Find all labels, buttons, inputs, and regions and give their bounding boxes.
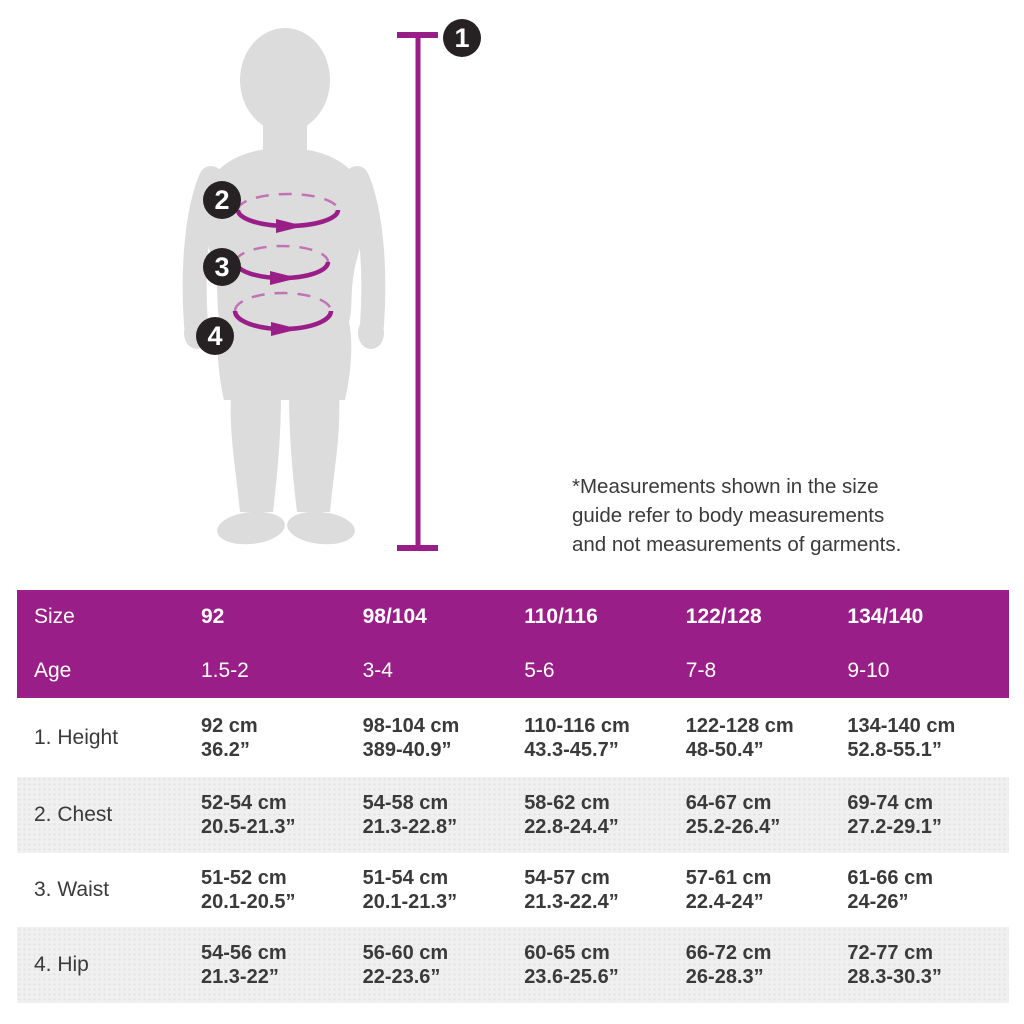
silhouette-left-leg bbox=[230, 395, 281, 512]
age-col-2: 3-4 bbox=[362, 659, 393, 682]
hip-cell-1: 54-56 cm 21.3-22” bbox=[201, 942, 287, 988]
row-label-chest: 2. Chest bbox=[34, 803, 113, 826]
chest-arrowhead bbox=[276, 219, 304, 233]
hip-measure-ellipse bbox=[232, 291, 334, 336]
measurement-figure: 1 2 3 4 bbox=[182, 19, 481, 551]
row-label-height: 1. Height bbox=[34, 725, 119, 749]
hip-cell-2: 56-60 cm 22-23.6” bbox=[362, 942, 449, 988]
waist-cell-1: 51-52 cm 20.1-20.5” bbox=[201, 867, 296, 913]
marker-4-hip: 4 bbox=[196, 317, 234, 355]
size-header-label: Size bbox=[34, 605, 75, 628]
age-header-label: Age bbox=[34, 659, 72, 682]
marker-3-number: 3 bbox=[214, 252, 229, 282]
hip-cell-5: 72-77 cm 28.3-30.3” bbox=[847, 942, 942, 988]
table-row-waist: 3. Waist 51-52 cm 20.1-20.5” 51-54 cm 20… bbox=[17, 853, 1009, 927]
table-row-hip: 4. Hip 54-56 cm 21.3-22” 56-60 cm 22-23.… bbox=[17, 927, 1009, 1003]
silhouette-right-leg bbox=[289, 395, 340, 512]
marker-1-number: 1 bbox=[454, 23, 469, 53]
size-col-5: 134/140 bbox=[847, 605, 924, 628]
silhouette-left-foot bbox=[217, 511, 285, 545]
height-cell-3: 110-116 cm 43.3-45.7” bbox=[524, 714, 630, 761]
size-col-3: 110/116 bbox=[524, 605, 598, 628]
size-guide-table: Size 92 98/104 110/116 122/128 134/140 A… bbox=[17, 590, 1009, 1003]
height-cell-2: 98-104 cm 389-40.9” bbox=[362, 714, 460, 761]
chest-cell-3: 58-62 cm 22.8-24.4” bbox=[524, 792, 619, 838]
chest-cell-2: 54-58 cm 21.3-22.8” bbox=[362, 792, 458, 838]
table-row-chest: 2. Chest 52-54 cm 20.5-21.3” 54-58 cm 21… bbox=[17, 777, 1009, 853]
marker-4-number: 4 bbox=[207, 321, 222, 351]
waist-cell-5: 61-66 cm 24-26” bbox=[847, 867, 934, 913]
height-measure-line bbox=[397, 32, 438, 551]
age-col-1: 1.5-2 bbox=[201, 659, 249, 682]
silhouette-right-hand bbox=[358, 317, 384, 349]
silhouette-right-arm bbox=[345, 166, 386, 337]
hip-cell-4: 66-72 cm 26-28.3” bbox=[685, 942, 772, 988]
hip-cell-3: 60-65 cm 23.6-25.6” bbox=[524, 942, 619, 988]
chest-cell-1: 52-54 cm 20.5-21.3” bbox=[201, 792, 296, 838]
silhouette-head bbox=[240, 28, 330, 132]
waist-cell-2: 51-54 cm 20.1-21.3” bbox=[362, 867, 458, 913]
height-cell-1: 92 cm 36.2” bbox=[201, 714, 258, 761]
table-header: Size 92 98/104 110/116 122/128 134/140 A… bbox=[17, 590, 1009, 698]
chest-cell-4: 64-67 cm 25.2-26.4” bbox=[685, 792, 781, 838]
measurements-note: *Measurements shown in the size guide re… bbox=[572, 472, 952, 559]
marker-3-waist: 3 bbox=[203, 248, 241, 286]
silhouette-right-foot bbox=[287, 511, 355, 545]
age-col-3: 5-6 bbox=[524, 659, 555, 682]
waist-cell-4: 57-61 cm 22.4-24” bbox=[685, 867, 772, 913]
note-line-3: and not measurements of garments. bbox=[572, 533, 902, 556]
hip-arrowhead bbox=[271, 322, 299, 336]
row-label-waist: 3. Waist bbox=[34, 878, 110, 901]
note-line-1: *Measurements shown in the size bbox=[572, 475, 879, 498]
age-col-4: 7-8 bbox=[685, 659, 717, 682]
age-col-5: 9-10 bbox=[847, 659, 890, 682]
height-cell-5: 134-140 cm 52.8-55.1” bbox=[847, 714, 956, 761]
size-col-4: 122/128 bbox=[685, 605, 762, 628]
table-row-height: 1. Height 92 cm 36.2” 98-104 cm 389-40.9… bbox=[17, 698, 1009, 777]
waist-arrowhead bbox=[270, 271, 298, 285]
chest-measure-ellipse bbox=[235, 192, 341, 233]
waist-cell-3: 54-57 cm 21.3-22.4” bbox=[524, 867, 619, 913]
size-col-1: 92 bbox=[201, 605, 225, 628]
note-line-2: guide refer to body measurements bbox=[572, 504, 885, 527]
row-label-hip: 4. Hip bbox=[34, 953, 89, 976]
child-silhouette bbox=[182, 28, 386, 545]
height-cell-4: 122-128 cm 48-50.4” bbox=[685, 714, 794, 761]
size-col-2: 98/104 bbox=[362, 605, 427, 628]
marker-1-height: 1 bbox=[443, 19, 481, 57]
marker-2-chest: 2 bbox=[203, 181, 241, 219]
marker-2-number: 2 bbox=[214, 185, 229, 215]
chest-cell-5: 69-74 cm 27.2-29.1” bbox=[847, 792, 942, 838]
silhouette-torso bbox=[202, 148, 367, 400]
